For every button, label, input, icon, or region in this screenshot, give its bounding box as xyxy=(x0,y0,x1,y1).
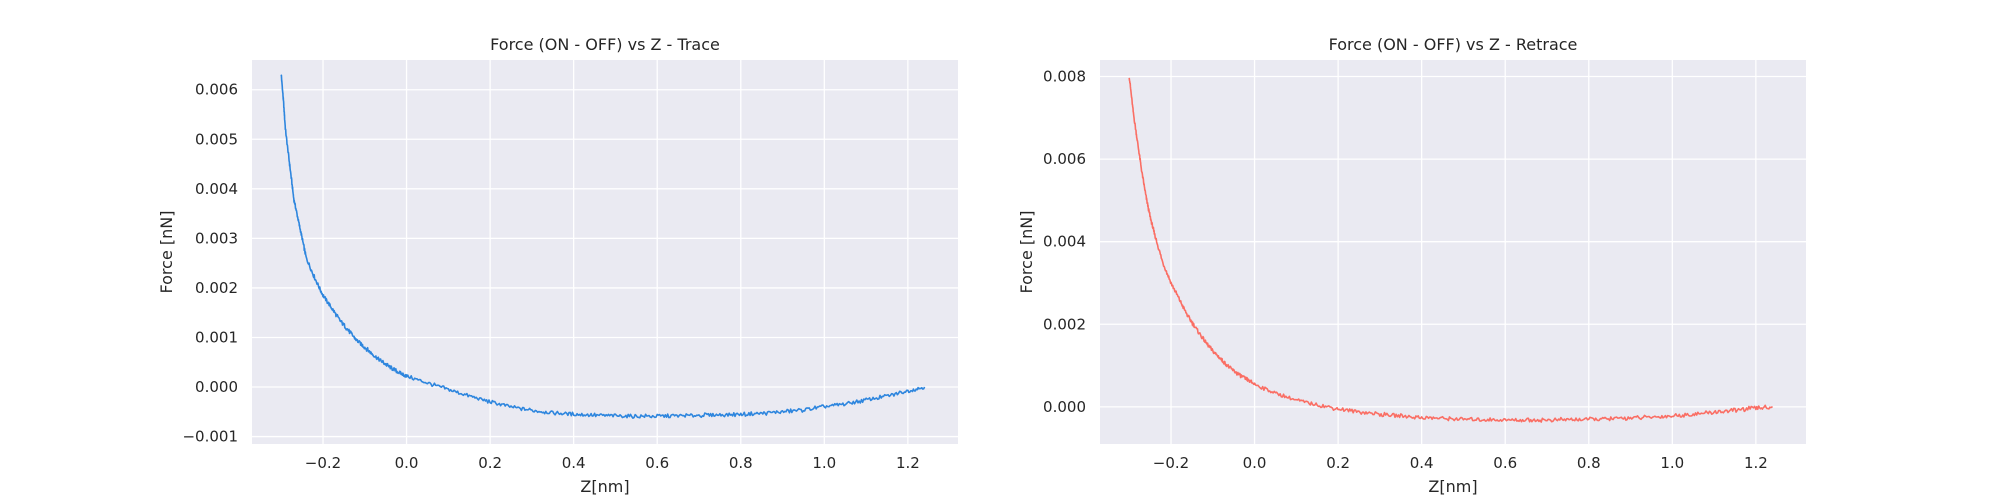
y-tick-label: 0.004 xyxy=(195,180,238,198)
y-tick-label: 0.001 xyxy=(195,328,238,346)
x-tick-label: 0.2 xyxy=(1326,454,1350,472)
x-tick-label: 0.4 xyxy=(562,454,586,472)
series-line xyxy=(1128,77,1773,423)
y-tick-label: 0.005 xyxy=(195,130,238,148)
x-tick-label: 0.4 xyxy=(1410,454,1434,472)
y-tick-label: 0.004 xyxy=(1043,233,1086,251)
x-axis-label: Z[nm] xyxy=(1428,477,1477,496)
y-tick-label: 0.006 xyxy=(1043,150,1086,168)
chart-title: Force (ON - OFF) vs Z - Trace xyxy=(490,35,720,54)
chart-retrace: −0.2 0.0 0.2 0.4 0.6 0.8 1.0 1.2 0.000 0.002 0.004… xyxy=(1017,35,1806,496)
y-axis-label: Force [nN] xyxy=(157,211,176,294)
x-tick-label: 1.2 xyxy=(1744,454,1768,472)
chart-trace: −0.2 0.0 0.2 0.4 0.6 0.8 1.0 1.2 −0.001 0.000 0.00… xyxy=(157,35,958,496)
x-tick-label: 0.6 xyxy=(645,454,669,472)
x-tick-label: 0.8 xyxy=(1577,454,1601,472)
x-tick-label: 1.0 xyxy=(1660,454,1684,472)
x-axis-label: Z[nm] xyxy=(580,477,629,496)
y-axis-label: Force [nN] xyxy=(1017,211,1036,294)
y-tick-label: 0.006 xyxy=(195,81,238,99)
x-tick-label: 1.0 xyxy=(812,454,836,472)
chart-title: Force (ON - OFF) vs Z - Retrace xyxy=(1329,35,1578,54)
x-tick-label: 0.0 xyxy=(1243,454,1267,472)
x-tick-label: 0.6 xyxy=(1493,454,1517,472)
x-tick-label: −0.2 xyxy=(305,454,341,472)
y-tick-label: 0.000 xyxy=(1043,398,1086,416)
plot-area xyxy=(252,60,958,444)
series-line xyxy=(280,74,926,420)
y-tick-label: 0.008 xyxy=(1043,68,1086,86)
x-tick-label: −0.2 xyxy=(1153,454,1189,472)
x-tick-label: 0.8 xyxy=(729,454,753,472)
x-tick-label: 0.0 xyxy=(395,454,419,472)
y-tick-label: 0.000 xyxy=(195,378,238,396)
y-tick-label: 0.002 xyxy=(195,279,238,297)
plot-area xyxy=(1100,60,1806,444)
y-tick-label: 0.003 xyxy=(195,229,238,247)
x-tick-label: 1.2 xyxy=(896,454,920,472)
y-tick-label: −0.001 xyxy=(182,428,238,446)
x-tick-label: 0.2 xyxy=(478,454,502,472)
y-tick-label: 0.002 xyxy=(1043,315,1086,333)
